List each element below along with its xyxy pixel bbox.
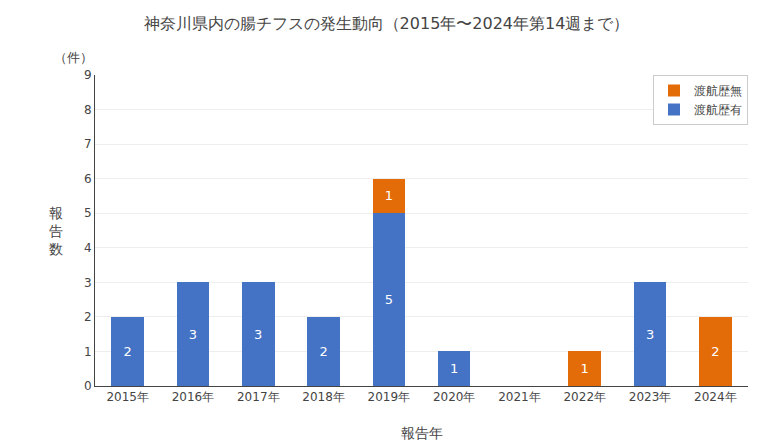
svg-text:2015年: 2015年 xyxy=(106,390,149,404)
svg-text:1: 1 xyxy=(385,188,393,203)
svg-text:3: 3 xyxy=(189,327,197,342)
svg-text:6: 6 xyxy=(84,172,92,186)
svg-text:2022年: 2022年 xyxy=(563,390,606,404)
svg-text:2023年: 2023年 xyxy=(629,390,672,404)
svg-text:（件）: （件） xyxy=(54,50,93,65)
svg-text:2017年: 2017年 xyxy=(237,390,280,404)
svg-text:7: 7 xyxy=(84,137,92,151)
svg-text:2024年: 2024年 xyxy=(694,390,737,404)
svg-text:報告数: 報告数 xyxy=(49,205,63,257)
svg-text:3: 3 xyxy=(84,276,92,290)
svg-text:2021年: 2021年 xyxy=(498,390,541,404)
svg-text:1: 1 xyxy=(450,361,458,376)
svg-text:2: 2 xyxy=(84,310,92,324)
svg-text:2: 2 xyxy=(124,344,132,359)
svg-text:9: 9 xyxy=(84,68,92,82)
svg-text:1: 1 xyxy=(84,345,92,359)
svg-text:2020年: 2020年 xyxy=(433,390,476,404)
svg-text:0: 0 xyxy=(84,379,92,393)
svg-text:報告年: 報告年 xyxy=(401,425,443,441)
svg-text:3: 3 xyxy=(646,327,654,342)
svg-text:2019年: 2019年 xyxy=(368,390,411,404)
svg-text:2: 2 xyxy=(319,344,327,359)
svg-text:2: 2 xyxy=(711,344,719,359)
svg-text:2018年: 2018年 xyxy=(302,390,345,404)
svg-text:神奈川県内の腸チフスの発生動向（2015年〜2024年第14: 神奈川県内の腸チフスの発生動向（2015年〜2024年第14週まで） xyxy=(144,14,630,33)
svg-text:5: 5 xyxy=(385,292,393,307)
svg-text:渡航歴有: 渡航歴有 xyxy=(694,103,742,117)
svg-text:8: 8 xyxy=(84,103,92,117)
svg-text:渡航歴無: 渡航歴無 xyxy=(694,84,742,98)
svg-text:5: 5 xyxy=(84,206,92,220)
svg-text:2016年: 2016年 xyxy=(172,390,215,404)
svg-text:1: 1 xyxy=(581,361,589,376)
svg-text:4: 4 xyxy=(84,241,92,255)
svg-text:3: 3 xyxy=(254,327,262,342)
